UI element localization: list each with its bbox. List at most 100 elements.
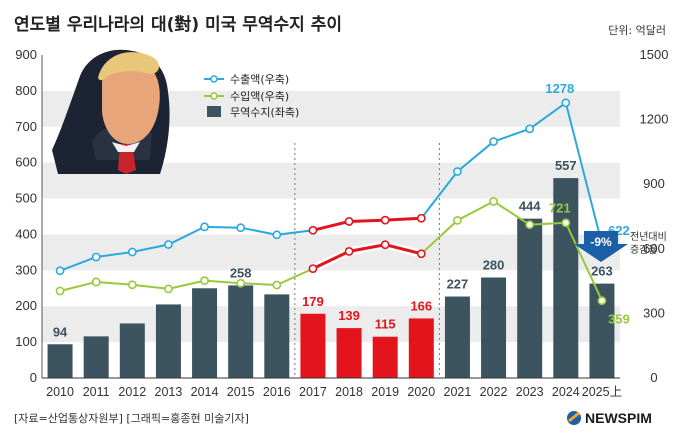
bar-2019: [372, 336, 398, 378]
right-tick-300: 300: [643, 305, 665, 320]
left-tick-600: 600: [15, 155, 37, 170]
bar-label-2018: 139: [338, 308, 360, 323]
legend-balance-swatch: [207, 106, 221, 117]
bar-2018: [336, 328, 362, 378]
bar-2011: [83, 336, 109, 378]
bar-label-2010: 94: [53, 324, 68, 339]
left-tick-100: 100: [15, 334, 37, 349]
right-tick-900: 900: [643, 176, 665, 191]
change-note-line-1: 전년대비: [630, 231, 667, 243]
import-point-2015: [236, 278, 246, 288]
x-tick-2010: 2010: [46, 385, 74, 399]
x-tick-2018: 2018: [335, 385, 363, 399]
x-tick-2025上: 2025上: [582, 385, 622, 399]
export-point-2017: [308, 225, 318, 235]
bar-label-2024: 557: [555, 158, 577, 173]
bar-2021: [444, 296, 470, 378]
bar-2024: [553, 178, 579, 378]
export-point-2023: [525, 124, 535, 134]
unit-label: 단위: 억달러: [608, 24, 666, 37]
bars-layer: [47, 178, 615, 378]
brand-logo: NEWSPIM: [567, 410, 652, 426]
x-tick-2017: 2017: [299, 385, 327, 399]
right-tick-0: 0: [650, 370, 657, 385]
export-point-2012: [127, 247, 137, 257]
legend-item-export: 수출액(우축): [204, 73, 289, 86]
x-tick-2020: 2020: [407, 385, 435, 399]
legend-import-label: 수입액(우축): [230, 90, 289, 103]
import-point-2024: [561, 218, 571, 228]
export-point-2024: [561, 98, 571, 108]
change-annotation: -9% 전년대비 증감율: [574, 231, 667, 262]
import-point-2017: [308, 264, 318, 274]
bar-2016: [264, 294, 290, 378]
import-point-2021: [453, 215, 462, 225]
legend: 수출액(우축) 수입액(우축) 무역수지(좌축): [204, 73, 299, 119]
bar-label-2021: 227: [447, 277, 469, 292]
left-tick-0: 0: [30, 370, 37, 385]
x-tick-2023: 2023: [516, 385, 544, 399]
x-tick-2012: 2012: [118, 385, 146, 399]
left-tick-200: 200: [15, 298, 37, 313]
bar-2022: [481, 277, 507, 378]
export-point-2018: [344, 217, 354, 226]
export-point-2021: [453, 167, 462, 176]
left-tick-700: 700: [15, 119, 37, 134]
import-point-2011: [91, 277, 101, 287]
bar-2012: [119, 323, 145, 378]
export-point-2015: [236, 223, 246, 233]
bar-label-2017: 179: [302, 294, 324, 309]
bar-2023: [517, 218, 543, 378]
x-tick-2016: 2016: [263, 385, 291, 399]
import-point-2023: [525, 220, 535, 230]
chart-title: 연도별 우리나라의 대(對) 미국 무역수지 추이: [14, 14, 342, 35]
legend-export-label: 수출액(우축): [230, 73, 289, 86]
import-point-2020: [416, 249, 426, 259]
x-tick-2013: 2013: [155, 385, 183, 399]
bar-2017: [300, 313, 326, 378]
source-credit: [자료=산업통상자원부] [그래픽=홍종현 미술기자]: [14, 411, 249, 425]
change-value: -9%: [590, 235, 612, 249]
bar-label-2020: 166: [410, 298, 432, 313]
import-point-2010: [55, 286, 65, 296]
left-tick-500: 500: [15, 191, 37, 206]
legend-item-balance: 무역수지(좌축): [207, 106, 299, 119]
right-tick-1500: 1500: [640, 47, 669, 62]
export-label-2024: 1278: [545, 81, 574, 96]
export-point-2010: [55, 266, 65, 276]
legend-import-marker: [210, 92, 218, 100]
left-tick-900: 900: [15, 47, 37, 62]
axes-layer: 0 100 200 300 400 500 600 700 800 900 0 300 600 900 12…: [15, 47, 668, 399]
import-point-2016: [272, 280, 282, 290]
left-tick-800: 800: [15, 83, 37, 98]
bar-2020: [408, 318, 434, 378]
import-point-2014: [200, 276, 209, 286]
import-point-2013: [164, 284, 173, 294]
x-tick-2024: 2024: [552, 385, 580, 399]
export-point-2022: [489, 137, 498, 146]
bar-2013: [155, 304, 181, 378]
brand-name: NEWSPIM: [585, 410, 652, 426]
down-arrow-icon: [574, 231, 628, 262]
x-tick-2015: 2015: [227, 385, 255, 399]
bar-label-2025上: 263: [591, 264, 613, 279]
import-point-2025上: [597, 296, 607, 306]
bar-2010: [47, 344, 73, 378]
export-point-2020: [416, 213, 426, 223]
bar-label-2019: 115: [375, 317, 396, 332]
lines-layer: [55, 98, 607, 306]
labels-layer: 9425817913911516622728044455726312786227…: [53, 81, 630, 339]
import-point-2018: [344, 246, 354, 256]
right-tick-600: 600: [643, 241, 665, 256]
bar-2015: [228, 285, 254, 378]
export-highlight-line: [312, 216, 422, 232]
legend-export-marker: [210, 75, 218, 83]
change-note-line-2: 증감율: [630, 244, 658, 256]
bar-label-2023: 444: [519, 199, 541, 214]
legend-item-import: 수입액(우축): [204, 90, 289, 103]
x-tick-2019: 2019: [371, 385, 399, 399]
export-point-2013: [164, 240, 173, 249]
import-highlight-line: [312, 243, 422, 270]
x-tick-2021: 2021: [444, 385, 472, 399]
